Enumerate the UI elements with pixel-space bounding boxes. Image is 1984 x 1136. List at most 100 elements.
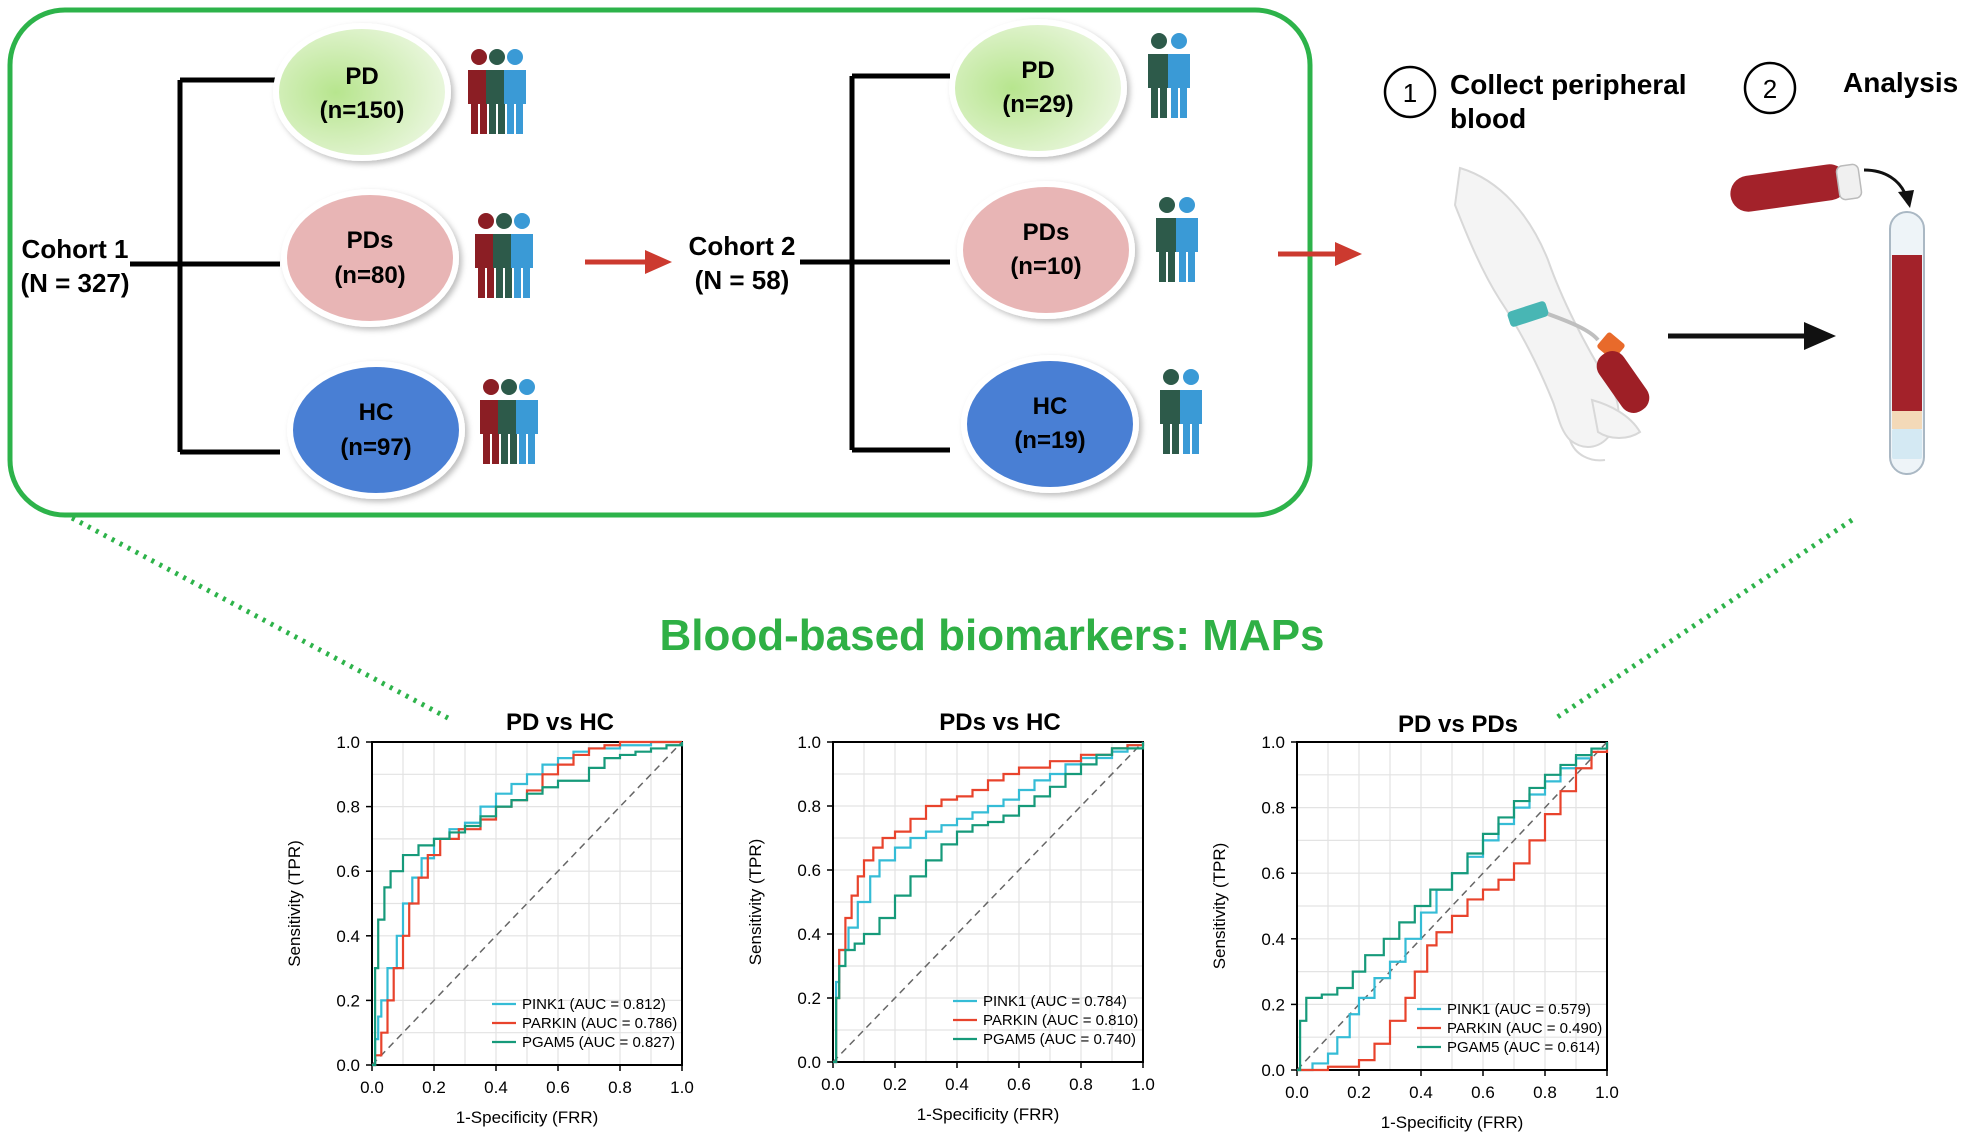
- chart-title: PDs vs HC: [939, 709, 1060, 736]
- roc-chart-pd-vs-hc: PD vs HC 0.00.0 0.2 0.2 0.4 0.4 0.6 0.6 0.8 0.8 1.…: [285, 709, 694, 1127]
- legend-entry: PARKIN (AUC = 0.810): [983, 1012, 1138, 1029]
- legend-entry: PARKIN (AUC = 0.490): [1447, 1020, 1602, 1037]
- group-name: HC: [1033, 393, 1068, 420]
- cohort1-group-hc: HC (n=97): [287, 361, 465, 499]
- dotted-connector: [1554, 517, 1854, 721]
- cohort1-group-pd: PD (n=150): [273, 23, 451, 161]
- y-axis-label: Sensitivity (TPR): [746, 839, 765, 966]
- group-count: (n=97): [340, 434, 411, 461]
- y-tick-label: 0.4: [336, 927, 360, 946]
- group-three-people-icon: [468, 49, 526, 134]
- cohort2-label: Cohort 2: [689, 231, 796, 261]
- roc-curve-pink1: [833, 742, 1145, 1064]
- cohort1-n: (N = 327): [20, 268, 129, 298]
- step-2-badge: 2: [1743, 61, 1797, 115]
- step-number: 2: [1763, 74, 1777, 104]
- step-2-label: Analysis: [1843, 67, 1958, 98]
- x-tick-label: 0.0: [1285, 1083, 1309, 1102]
- x-tick-label: 1.0: [670, 1078, 694, 1097]
- y-tick-label: 1.0: [1261, 733, 1285, 752]
- cohort2-group-hc: HC (n=19): [961, 355, 1139, 493]
- group-count: (n=29): [1002, 91, 1073, 118]
- group-name: HC: [359, 399, 394, 426]
- arrow-right-icon: [1278, 242, 1362, 266]
- y-axis-label: Sensitivity (TPR): [285, 840, 304, 967]
- legend-entry: PGAM5 (AUC = 0.614): [1447, 1039, 1600, 1056]
- group-name: PD: [1021, 57, 1054, 84]
- x-tick-label: 1.0: [1131, 1075, 1155, 1094]
- group-three-people-icon: [480, 379, 538, 464]
- two-people-icon: [1148, 33, 1190, 118]
- cohort1-tree: [130, 77, 280, 455]
- plot-frame: [1296, 741, 1608, 1071]
- roc-chart-pds-vs-hc: PDs vs HC 0.00.0 0.2 0.2 0.4 0.4 0.6 0.6 0.8 0.8 1…: [746, 709, 1155, 1124]
- x-axis-label: 1-Specificity (FRR): [917, 1105, 1060, 1124]
- chance-diagonal: [832, 741, 1144, 1063]
- legend-entry: PARKIN (AUC = 0.786): [522, 1015, 677, 1032]
- y-tick-label: 0.0: [797, 1053, 821, 1072]
- x-tick-label: 0.6: [1471, 1083, 1495, 1102]
- arrow-right-icon: [585, 250, 672, 274]
- y-tick-label: 1.0: [336, 733, 360, 752]
- x-tick-label: 0.4: [945, 1075, 969, 1094]
- x-tick-label: 0.8: [1533, 1083, 1557, 1102]
- cohort2-n: (N = 58): [695, 265, 790, 295]
- y-tick-label: 0.2: [1261, 995, 1285, 1014]
- x-tick-label: 0.4: [1409, 1083, 1433, 1102]
- x-tick-label: 0.0: [360, 1078, 384, 1097]
- roc-curve-parkin: [1297, 742, 1609, 1072]
- x-axis-label: 1-Specificity (FRR): [1381, 1113, 1524, 1132]
- x-tick-label: 0.2: [422, 1078, 446, 1097]
- group-name: PDs: [1023, 219, 1070, 246]
- x-tick-label: 0.2: [883, 1075, 907, 1094]
- y-tick-label: 0.2: [797, 989, 821, 1008]
- group-count: (n=150): [320, 97, 405, 124]
- group-name: PD: [345, 63, 378, 90]
- roc-curve-parkin: [372, 740, 682, 1067]
- arrow-right-icon: [1668, 322, 1836, 350]
- dotted-connector: [70, 515, 450, 721]
- legend-entry: PINK1 (AUC = 0.579): [1447, 1001, 1591, 1018]
- x-tick-label: 0.2: [1347, 1083, 1371, 1102]
- y-axis-label: Sensitivity (TPR): [1210, 843, 1229, 970]
- y-tick-label: 0.8: [336, 798, 360, 817]
- y-tick-label: 1.0: [797, 733, 821, 752]
- cohort1-label: Cohort 1: [22, 234, 129, 264]
- two-people-icon: [1160, 369, 1202, 454]
- legend-entry: PINK1 (AUC = 0.812): [522, 996, 666, 1013]
- x-tick-label: 0.6: [1007, 1075, 1031, 1094]
- y-tick-label: 0.2: [336, 991, 360, 1010]
- group-count: (n=10): [1010, 253, 1081, 280]
- step-1-label-line2: blood: [1450, 103, 1526, 134]
- x-tick-label: 0.8: [608, 1078, 632, 1097]
- blood-tube-icon: [1889, 211, 1925, 475]
- x-tick-label: 0.0: [821, 1075, 845, 1094]
- roc-curve-pgam5: [372, 742, 684, 1067]
- x-tick-label: 0.4: [484, 1078, 508, 1097]
- x-tick-label: 0.6: [546, 1078, 570, 1097]
- legend-entry: PGAM5 (AUC = 0.740): [983, 1031, 1136, 1048]
- y-tick-label: 0.6: [336, 862, 360, 881]
- y-tick-label: 0.4: [797, 925, 821, 944]
- x-tick-label: 0.8: [1069, 1075, 1093, 1094]
- cohort-frame: [7, 7, 1313, 518]
- x-tick-label: 1.0: [1595, 1083, 1619, 1102]
- blood-tube-icon: [1730, 163, 1914, 212]
- legend-entry: PGAM5 (AUC = 0.827): [522, 1034, 675, 1051]
- cohort2-group-pds: PDs (n=10): [957, 181, 1135, 319]
- x-axis-label: 1-Specificity (FRR): [456, 1108, 599, 1127]
- plot-frame: [832, 741, 1144, 1063]
- step-1-label-line1: Collect peripheral: [1450, 69, 1687, 100]
- plot-frame: [371, 741, 683, 1066]
- group-name: PDs: [347, 227, 394, 254]
- y-tick-label: 0.8: [1261, 799, 1285, 818]
- y-tick-label: 0.4: [1261, 930, 1285, 949]
- chart-title: PD vs PDs: [1398, 711, 1518, 738]
- two-people-icon: [1156, 197, 1198, 282]
- roc-curve-pgam5: [833, 742, 1145, 1064]
- cohort2-group-pd: PD (n=29): [949, 19, 1127, 157]
- y-tick-label: 0.6: [797, 861, 821, 880]
- roc-curve-parkin: [833, 742, 1145, 1064]
- group-three-people-icon: [475, 213, 533, 298]
